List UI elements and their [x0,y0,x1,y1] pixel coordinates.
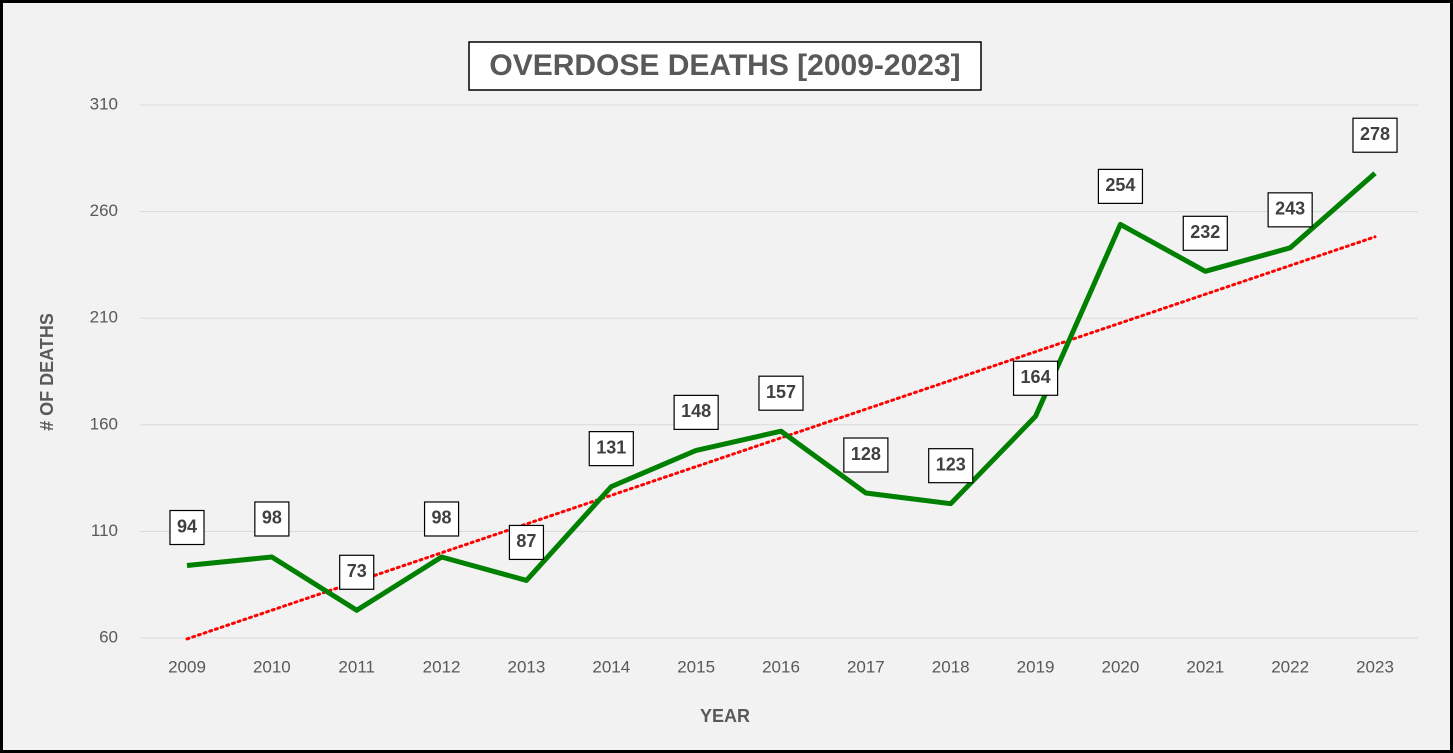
data-label-text: 98 [262,508,282,528]
data-label-box [843,437,889,473]
data-label-box [508,524,545,561]
data-label: 94 [169,509,205,546]
data-label-text: 98 [432,508,452,528]
data-label-text: 254 [1105,175,1135,195]
data-label-box [254,501,290,537]
data-label-box [1267,192,1313,228]
data-label-text: 164 [1021,367,1051,387]
y-axis-title: # OF DEATHS [37,313,57,431]
data-label: 232 [1182,215,1228,251]
x-tick-label: 2018 [932,657,970,676]
x-tick-label: 2012 [423,657,461,676]
data-label: 98 [423,501,460,537]
y-tick-label: 160 [90,414,118,433]
data-line [186,171,1377,613]
x-tick-label: 2013 [508,657,546,676]
x-tick-label: 2009 [168,657,206,676]
y-tick-label: 210 [90,308,118,327]
data-label-box [928,448,974,484]
data-label-box [588,431,634,467]
y-tick-label: 310 [90,94,118,113]
x-tick-label: 2019 [1017,657,1055,676]
x-tick-label: 2014 [592,657,630,676]
x-tick-label: 2023 [1356,657,1394,676]
x-tick-label: 2010 [253,657,291,676]
data-label-text: 123 [936,454,966,474]
data-label-box [1097,168,1144,204]
data-label: 87 [508,524,545,561]
x-tick-label: 2017 [847,657,885,676]
data-label-box [758,375,804,411]
data-label: 98 [254,501,290,537]
data-label-text: 87 [516,531,536,551]
data-label: 254 [1097,168,1144,204]
data-label: 157 [758,375,804,411]
data-label-text: 243 [1275,199,1305,219]
data-label-text: 232 [1190,222,1220,242]
data-label: 243 [1267,192,1313,228]
data-label-box [423,501,460,537]
data-label-box [339,554,375,590]
data-label: 123 [928,448,974,484]
data-label-box [1012,360,1059,396]
trendline [185,235,1377,641]
data-label: 73 [339,554,375,590]
data-label-text: 278 [1360,124,1390,144]
data-label-box [169,509,205,546]
data-label: 164 [1012,360,1059,396]
data-label: 148 [673,394,719,430]
x-tick-label: 2011 [338,657,375,676]
data-label: 278 [1352,117,1398,153]
title-box [468,41,982,91]
data-label-text: 73 [347,561,367,581]
x-tick-label: 2020 [1102,657,1140,676]
data-label-box [1352,117,1398,153]
data-label: 131 [588,431,634,467]
data-label-text: 131 [596,437,626,457]
y-tick-label: 60 [99,627,118,646]
data-label-box [673,394,719,430]
data-label-box [1182,215,1228,251]
data-label-text: 157 [766,382,796,402]
data-label-text: 94 [177,516,197,536]
y-tick-label: 110 [91,521,118,540]
data-label-text: 128 [851,444,881,464]
x-axis-title: YEAR [700,706,750,726]
chart-title: OVERDOSE DEATHS [2009-2023] [489,49,960,82]
x-tick-label: 2015 [677,657,715,676]
x-tick-label: 2016 [762,657,800,676]
data-label: 128 [843,437,889,473]
x-tick-label: 2022 [1271,657,1309,676]
data-label-text: 148 [681,401,711,421]
y-tick-label: 260 [90,201,118,220]
x-tick-label: 2021 [1186,657,1224,676]
